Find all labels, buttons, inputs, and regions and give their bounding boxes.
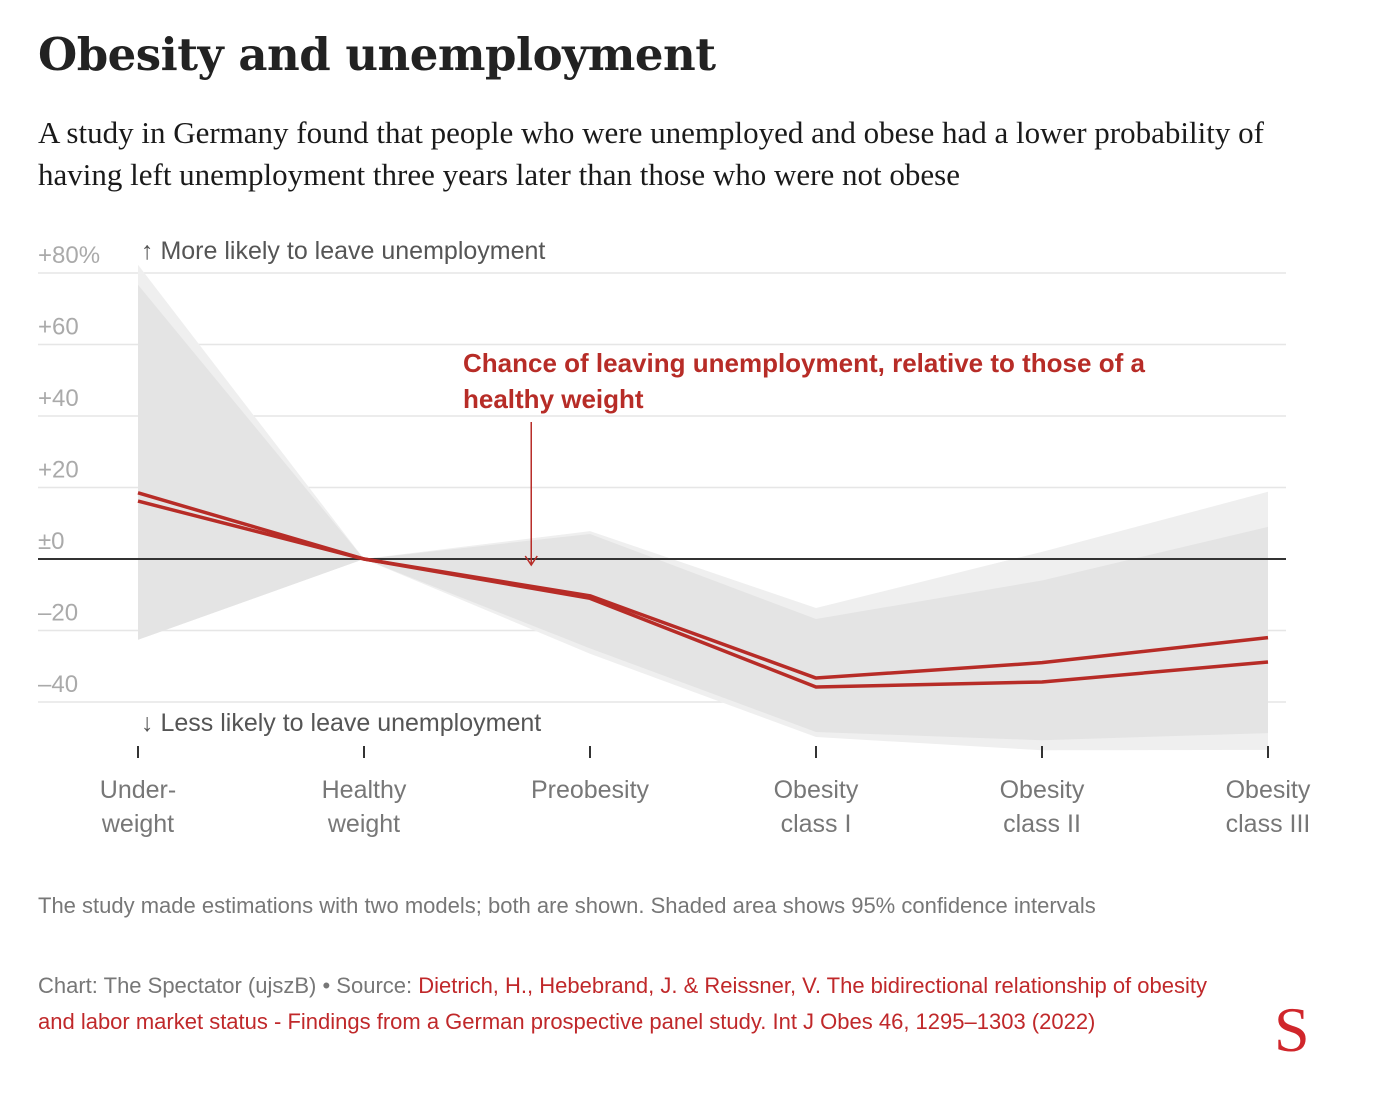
confidence-intervals bbox=[138, 264, 1268, 751]
y-tick-label: +80% bbox=[38, 242, 100, 269]
annotation-line-2: healthy weight bbox=[463, 384, 644, 414]
y-tick-label: –20 bbox=[38, 600, 78, 627]
y-tick-label: +40 bbox=[38, 385, 79, 412]
series-line-model-2 bbox=[137, 499, 1269, 689]
annotation-arrowhead-icon bbox=[524, 555, 538, 567]
annotation-line-1: Chance of leaving unemployment, relative… bbox=[463, 348, 1145, 378]
y-tick-label: +60 bbox=[38, 314, 79, 341]
spectator-logo: S bbox=[1274, 994, 1310, 1065]
line-chart: +80% +60 +40 +20 ±0 –20 –40 Under-weight Health… bbox=[38, 237, 1311, 838]
y-axis-ticks: +80% +60 +40 +20 ±0 –20 –40 bbox=[38, 242, 100, 698]
arrow-down-icon: ↓ bbox=[141, 709, 160, 737]
x-tick-label: weight bbox=[101, 810, 174, 838]
series-lines bbox=[137, 491, 1269, 689]
y-tick-label: ±0 bbox=[38, 528, 65, 555]
x-tick-label: class III bbox=[1226, 810, 1311, 838]
x-tick-label: Obesity bbox=[1226, 776, 1311, 804]
direction-labels: ↑ More likely to leave unemployment ↓ Le… bbox=[141, 237, 545, 737]
credit-prefix: Chart: The Spectator (ujszB) • Source: bbox=[38, 973, 419, 998]
chart-subtitle: A study in Germany found that people who… bbox=[38, 115, 1264, 192]
x-tick-label: Obesity bbox=[774, 776, 859, 804]
x-tick-label: class I bbox=[781, 810, 852, 838]
direction-down-label: ↓ Less likely to leave unemployment bbox=[141, 709, 541, 737]
x-tick-label: weight bbox=[327, 810, 400, 838]
ci-band-model-1 bbox=[138, 284, 1268, 741]
x-axis-ticks: Under-weight Healthy weight Preobesity Obesi… bbox=[100, 746, 1311, 838]
x-tick-label: Healthy bbox=[322, 776, 407, 804]
direction-up-label: ↑ More likely to leave unemployment bbox=[141, 237, 545, 265]
source-link[interactable]: Dietrich, H., Hebebrand, J. & Reissner, … bbox=[38, 973, 1207, 1034]
x-tick-label: Preobesity bbox=[531, 776, 650, 804]
y-tick-label: +20 bbox=[38, 457, 79, 484]
chart-title: Obesity and unemployment bbox=[38, 28, 716, 81]
x-tick-label: Under- bbox=[100, 776, 176, 804]
annotation: Chance of leaving unemployment, relative… bbox=[463, 348, 1145, 567]
y-tick-label: –40 bbox=[38, 671, 78, 698]
x-tick-label: Obesity bbox=[1000, 776, 1085, 804]
chart-notes: The study made estimations with two mode… bbox=[38, 893, 1096, 918]
arrow-up-icon: ↑ bbox=[141, 237, 160, 265]
chart-credits: Chart: The Spectator (ujszB) • Source: D… bbox=[38, 968, 1238, 1040]
x-tick-label: class II bbox=[1003, 810, 1081, 838]
